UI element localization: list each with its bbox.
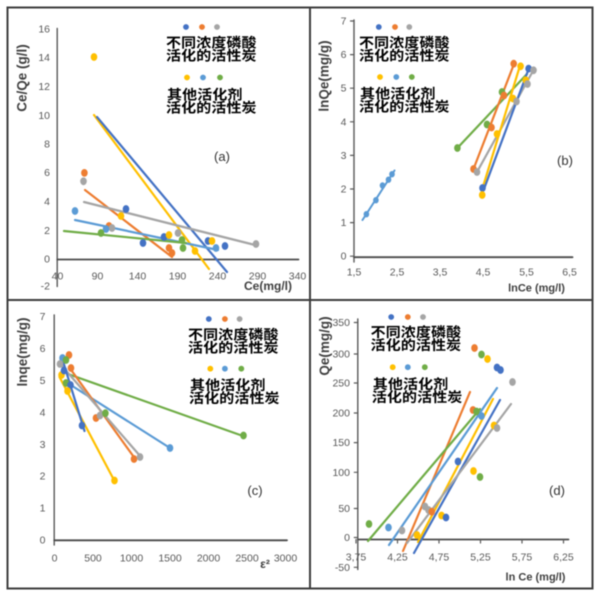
svg-text:1500: 1500: [158, 553, 182, 565]
svg-text:6: 6: [40, 343, 46, 355]
svg-text:100: 100: [332, 467, 350, 479]
svg-text:1,5: 1,5: [347, 267, 362, 279]
svg-text:Ce(mg/l): Ce(mg/l): [244, 279, 292, 293]
svg-text:150: 150: [332, 437, 350, 449]
svg-text:16: 16: [38, 24, 50, 36]
svg-text:3: 3: [40, 439, 46, 451]
svg-text:200: 200: [332, 408, 350, 420]
svg-text:140: 140: [129, 271, 147, 283]
svg-text:6,5: 6,5: [562, 267, 577, 279]
svg-text:(a): (a): [214, 149, 230, 164]
svg-text:0: 0: [40, 535, 46, 547]
svg-text:350: 350: [332, 317, 350, 329]
svg-text:2: 2: [341, 184, 347, 196]
svg-text:90: 90: [92, 271, 104, 283]
svg-text:2: 2: [44, 225, 50, 237]
svg-text:4,25: 4,25: [387, 552, 408, 564]
svg-text:0: 0: [52, 553, 58, 565]
svg-text:500: 500: [84, 553, 102, 565]
svg-text:1: 1: [40, 503, 46, 515]
svg-text:8: 8: [44, 139, 50, 151]
svg-text:lnqe(mg/g): lnqe(mg/g): [15, 318, 30, 387]
svg-text:12: 12: [38, 81, 50, 93]
svg-text:4: 4: [40, 407, 46, 419]
svg-text:5,5: 5,5: [519, 267, 534, 279]
svg-text:240: 240: [209, 271, 227, 283]
svg-text:2000: 2000: [197, 553, 221, 565]
svg-text:6: 6: [44, 167, 50, 179]
svg-text:ln Ce (mg/l): ln Ce (mg/l): [506, 572, 566, 584]
svg-text:Qe(mg/g): Qe(mg/g): [317, 316, 332, 375]
svg-text:(c): (c): [247, 483, 262, 498]
svg-text:290: 290: [249, 271, 267, 283]
svg-text:-2: -2: [41, 281, 50, 293]
svg-text:14: 14: [38, 52, 50, 64]
svg-text:0: 0: [341, 251, 347, 263]
svg-text:3,75: 3,75: [346, 552, 367, 564]
svg-text:190: 190: [169, 271, 187, 283]
svg-text:10: 10: [38, 110, 50, 122]
svg-text:2500: 2500: [235, 553, 259, 565]
svg-text:Ce/Qe (g/l): Ce/Qe (g/l): [15, 44, 30, 112]
svg-text:(b): (b): [557, 153, 573, 168]
svg-text:-50: -50: [335, 562, 350, 574]
svg-text:5: 5: [40, 375, 46, 387]
svg-text:3,5: 3,5: [433, 267, 448, 279]
svg-text:0: 0: [44, 254, 50, 266]
svg-text:7: 7: [341, 16, 347, 28]
svg-text:4,5: 4,5: [476, 267, 491, 279]
svg-text:lnCe (mg/l): lnCe (mg/l): [508, 283, 565, 295]
svg-text:4: 4: [341, 116, 347, 128]
svg-text:1000: 1000: [120, 553, 144, 565]
svg-text:250: 250: [332, 378, 350, 390]
svg-text:2: 2: [40, 471, 46, 483]
svg-text:300: 300: [332, 349, 350, 361]
svg-text:lnQe(mg/g): lnQe(mg/g): [317, 40, 332, 111]
svg-text:4: 4: [44, 196, 50, 208]
svg-text:50: 50: [338, 503, 350, 515]
svg-text:6,25: 6,25: [553, 552, 574, 564]
svg-text:1: 1: [341, 217, 347, 229]
svg-text:7: 7: [40, 311, 46, 323]
svg-text:ε²: ε²: [260, 557, 270, 571]
svg-text:0: 0: [344, 532, 350, 544]
svg-text:(d): (d): [549, 483, 565, 498]
svg-text:2,5: 2,5: [390, 267, 405, 279]
svg-text:5,75: 5,75: [512, 552, 533, 564]
svg-text:6: 6: [341, 49, 347, 61]
svg-text:40: 40: [52, 271, 64, 283]
svg-text:5: 5: [341, 83, 347, 95]
svg-text:3: 3: [341, 150, 347, 162]
svg-text:340: 340: [289, 271, 307, 283]
svg-text:4,75: 4,75: [429, 552, 450, 564]
svg-text:3000: 3000: [274, 553, 298, 565]
svg-text:5,25: 5,25: [470, 552, 491, 564]
